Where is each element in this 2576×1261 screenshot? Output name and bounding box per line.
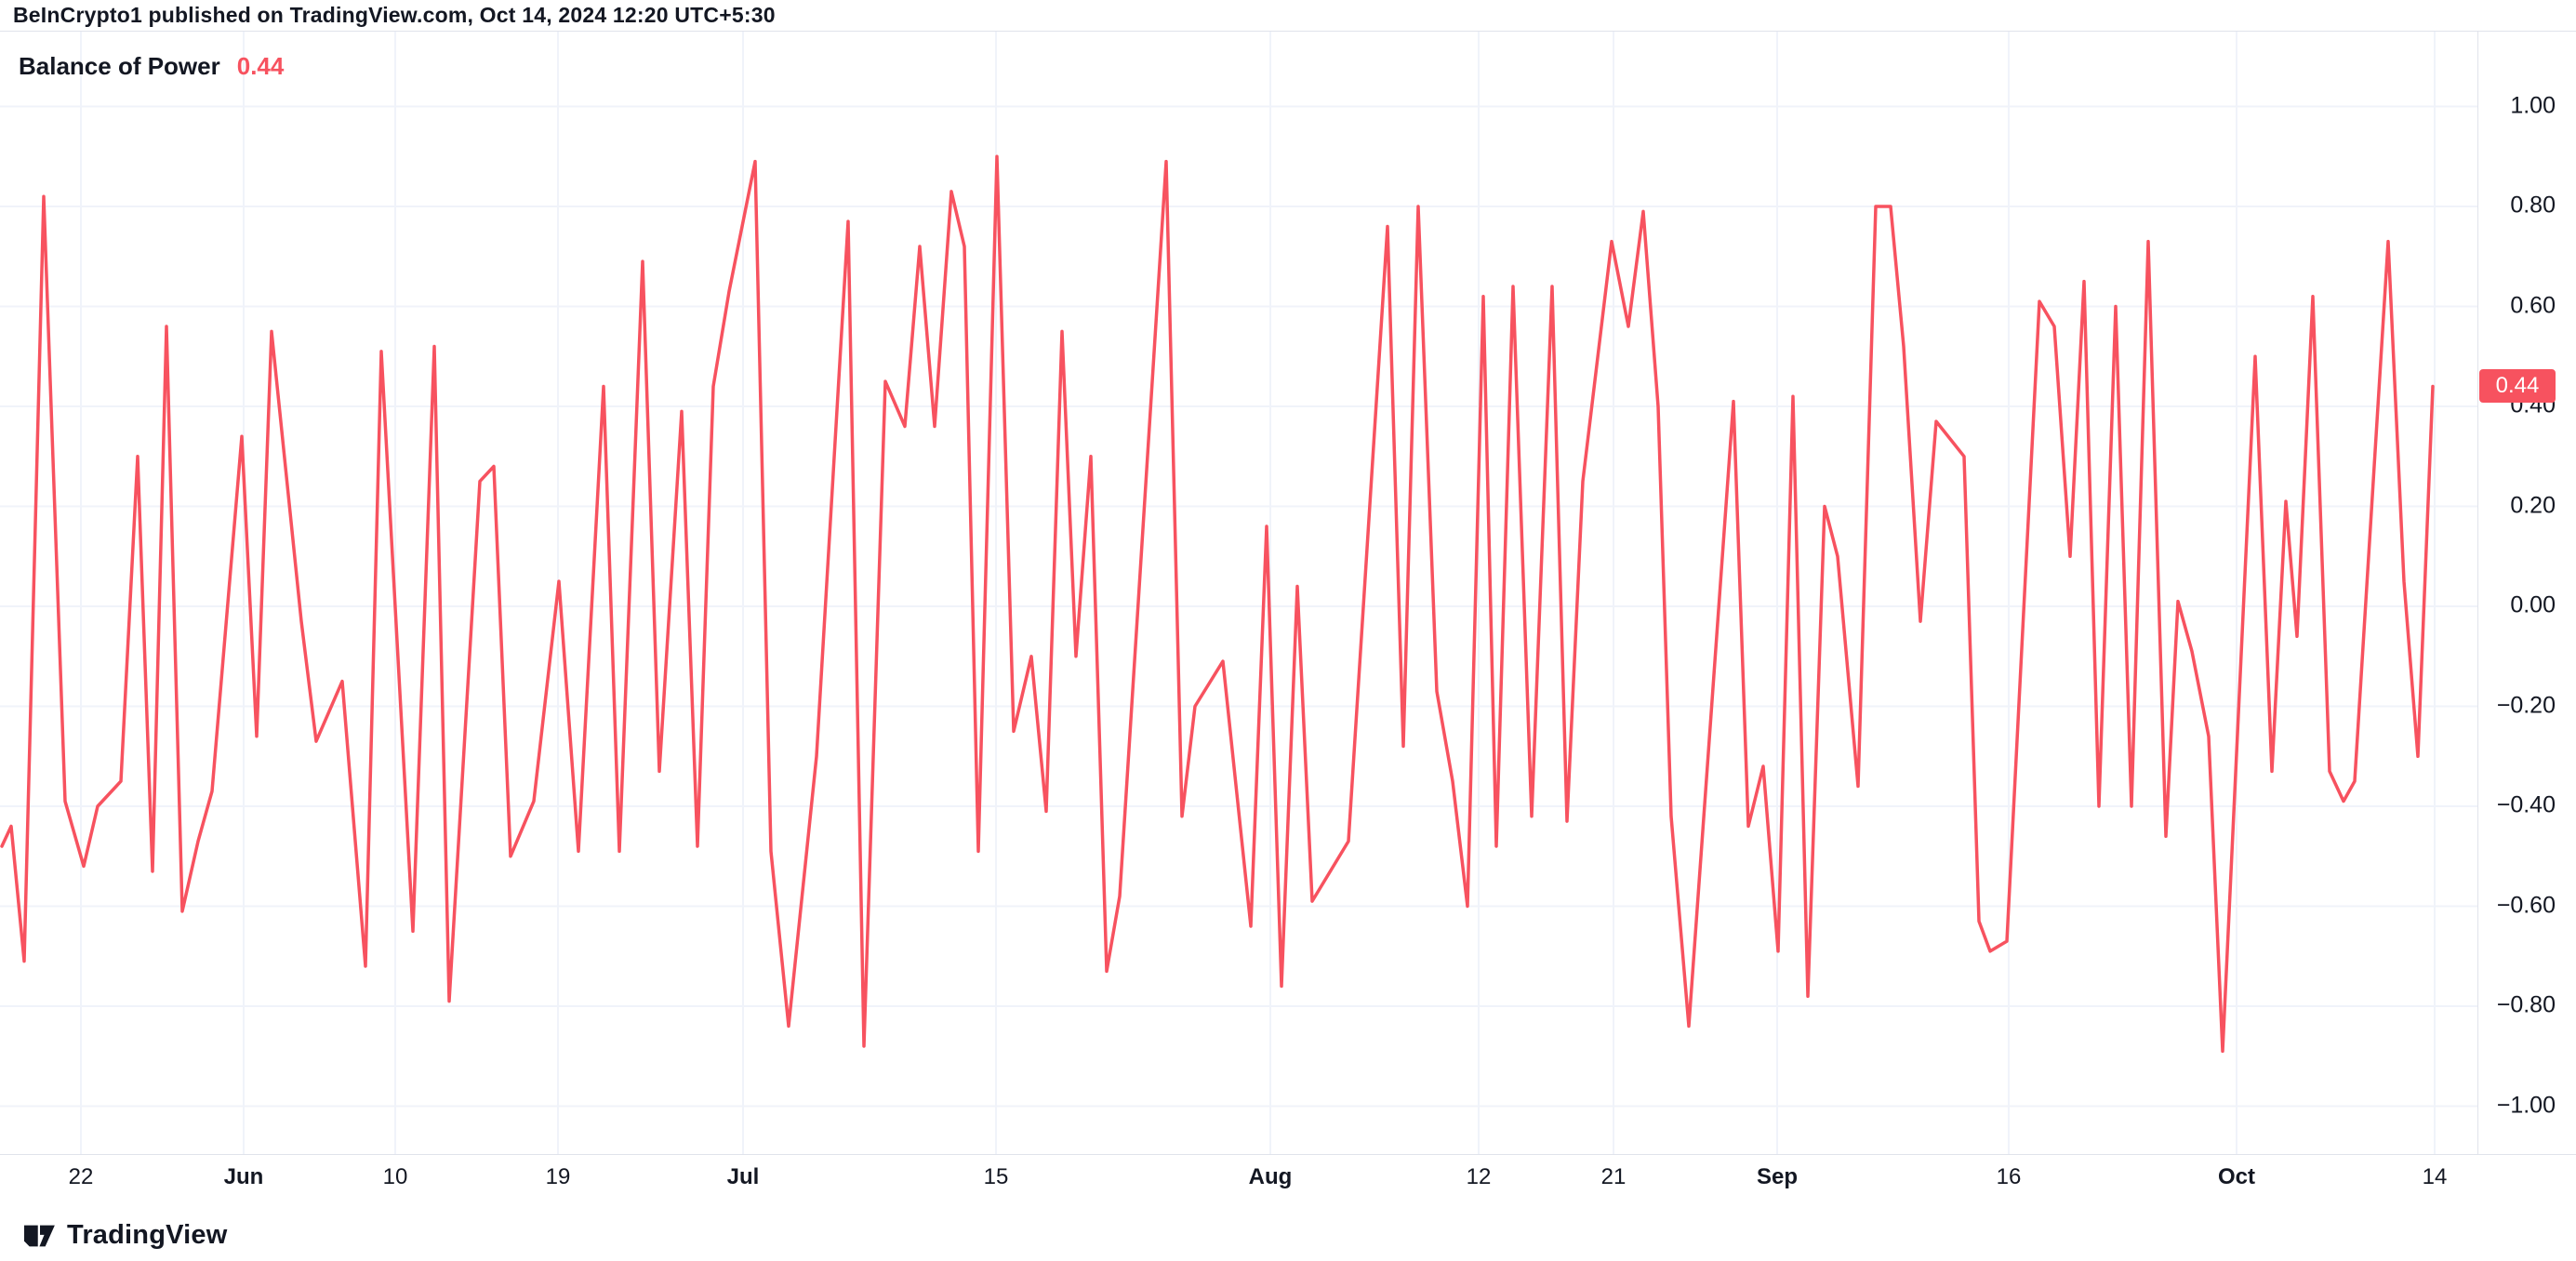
y-axis-label: −0.80 — [2496, 991, 2556, 1018]
x-axis-label: 19 — [545, 1164, 571, 1189]
y-axis-label: −0.20 — [2496, 692, 2556, 718]
pane-top-border — [0, 31, 2576, 32]
indicator-line — [0, 154, 2435, 1054]
x-axis-label: 14 — [2422, 1164, 2448, 1189]
y-axis-label: 1.00 — [2510, 92, 2556, 118]
x-axis-label: 21 — [1600, 1164, 1627, 1189]
y-axis-label: 0.20 — [2510, 492, 2556, 518]
y-axis-label: −0.60 — [2496, 892, 2556, 918]
x-axis-label: Jul — [726, 1164, 760, 1189]
chart-svg[interactable] — [0, 32, 2477, 1155]
tradingview-watermark[interactable]: TradingView — [24, 1220, 228, 1251]
x-axis-label: Oct — [2217, 1164, 2256, 1189]
time-axis[interactable]: 22 Jun 10 19 Jul 15 Aug 12 21 Sep 16 Oct 14 — [0, 1155, 2576, 1213]
x-axis-label: 10 — [382, 1164, 408, 1189]
y-axis-label: −0.40 — [2496, 791, 2556, 818]
indicator-legend[interactable]: Balance of Power 0.44 — [19, 52, 284, 81]
pane-bottom-border — [0, 1154, 2576, 1155]
x-axis-label: Aug — [1248, 1164, 1293, 1189]
indicator-value: 0.44 — [236, 52, 285, 80]
y-axis-label: 0.80 — [2510, 192, 2556, 219]
tradingview-logo — [24, 1225, 55, 1246]
y-axis-label: 0.60 — [2510, 292, 2556, 318]
indicator-title: Balance of Power — [19, 52, 220, 80]
x-axis-label: 22 — [68, 1164, 94, 1189]
x-axis-label: Sep — [1756, 1164, 1799, 1189]
x-axis-label: 16 — [1996, 1164, 2022, 1189]
last-value-badge: 0.44 — [2479, 368, 2556, 403]
price-axis[interactable]: 1.00 0.80 0.60 0.40 0.20 0.00 −0.20 −0.40 −0.60−… — [2478, 31, 2576, 1154]
last-value-label: 0.44 — [2495, 372, 2540, 398]
watermark-text: TradingView — [67, 1220, 228, 1250]
y-axis-label: 0.00 — [2510, 591, 2556, 618]
x-axis-label: 15 — [983, 1164, 1009, 1189]
publication-header: BeInCrypto1 published on TradingView.com… — [13, 3, 776, 27]
price-axis-border — [2477, 31, 2478, 1154]
x-axis-label: 12 — [1466, 1164, 1492, 1189]
y-axis-label: −1.00 — [2496, 1092, 2556, 1118]
x-axis-label: Jun — [223, 1164, 264, 1189]
